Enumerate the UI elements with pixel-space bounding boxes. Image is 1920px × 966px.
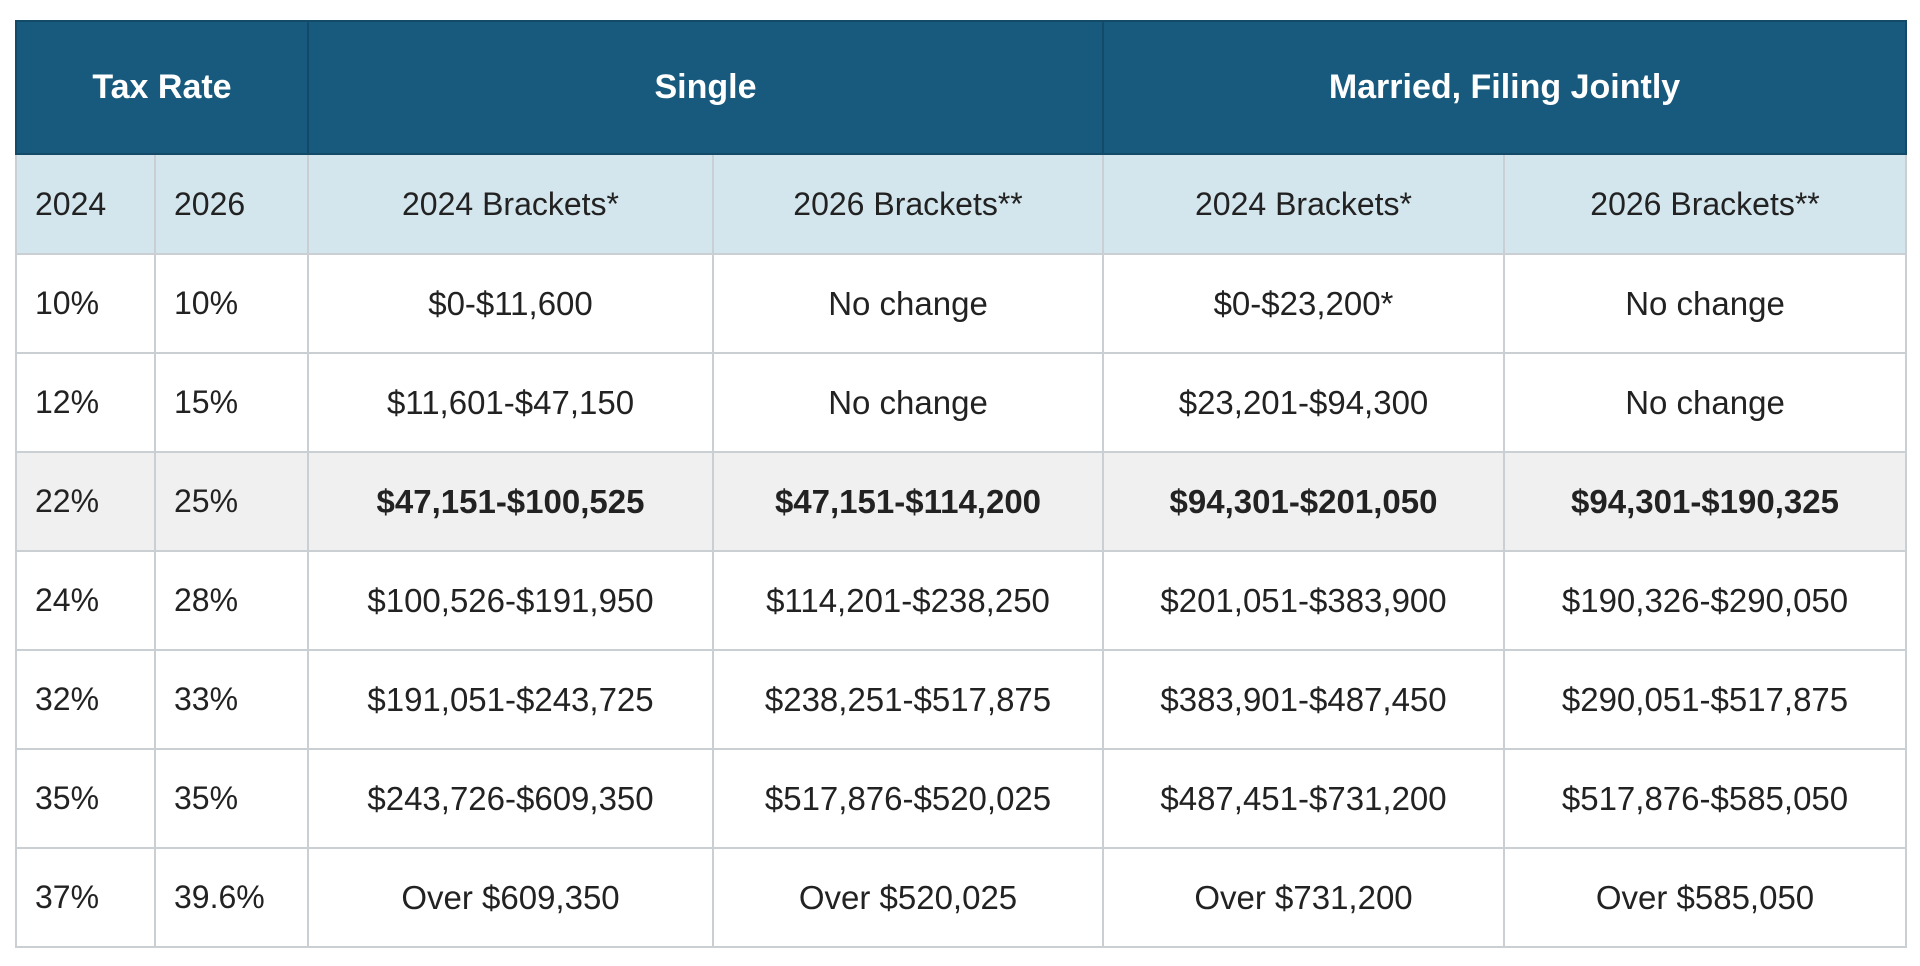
married-2026-bracket-cell: $517,876-$585,050 xyxy=(1503,748,1907,849)
table-row: 24% 28% $100,526-$191,950 $114,201-$238,250… xyxy=(15,550,1907,651)
rate-2026-cell: 39.6% xyxy=(154,847,309,948)
single-2026-bracket-cell: No change xyxy=(712,253,1104,354)
column-header-married-2026-brackets: 2026 Brackets** xyxy=(1503,153,1907,255)
married-2024-bracket-cell: $487,451-$731,200 xyxy=(1102,748,1505,849)
single-2024-bracket-cell: $0-$11,600 xyxy=(307,253,714,354)
single-2026-bracket-cell: Over $520,025 xyxy=(712,847,1104,948)
rate-2024-cell: 24% xyxy=(15,550,156,651)
rate-2026-cell: 28% xyxy=(154,550,309,651)
married-2026-bracket-cell: $290,051-$517,875 xyxy=(1503,649,1907,750)
single-2026-bracket-cell: $47,151-$114,200 xyxy=(712,451,1104,552)
married-2024-bracket-cell: $94,301-$201,050 xyxy=(1102,451,1505,552)
group-header-row: Tax Rate Single Married, Filing Jointly xyxy=(15,20,1907,155)
single-2026-bracket-cell: $238,251-$517,875 xyxy=(712,649,1104,750)
tax-bracket-table-container: Tax Rate Single Married, Filing Jointly … xyxy=(15,20,1907,948)
table-row: 12% 15% $11,601-$47,150 No change $23,201-$9… xyxy=(15,352,1907,453)
married-filing-jointly-header: Married, Filing Jointly xyxy=(1102,20,1907,155)
married-2026-bracket-cell: $190,326-$290,050 xyxy=(1503,550,1907,651)
rate-2026-cell: 35% xyxy=(154,748,309,849)
table-row: 35% 35% $243,726-$609,350 $517,876-$520,025… xyxy=(15,748,1907,849)
rate-2026-cell: 33% xyxy=(154,649,309,750)
single-2024-bracket-cell: $47,151-$100,525 xyxy=(307,451,714,552)
single-2024-bracket-cell: $243,726-$609,350 xyxy=(307,748,714,849)
column-header-2026-rate: 2026 xyxy=(154,153,309,255)
rate-2024-cell: 37% xyxy=(15,847,156,948)
rate-2024-cell: 32% xyxy=(15,649,156,750)
married-2024-bracket-cell: $23,201-$94,300 xyxy=(1102,352,1505,453)
table-row: 37% 39.6% Over $609,350 Over $520,025 Over $… xyxy=(15,847,1907,948)
single-2026-bracket-cell: No change xyxy=(712,352,1104,453)
table-row: 22% 25% $47,151-$100,525 $47,151-$114,200 $9… xyxy=(15,451,1907,552)
single-2024-bracket-cell: $100,526-$191,950 xyxy=(307,550,714,651)
column-header-married-2024-brackets: 2024 Brackets* xyxy=(1102,153,1505,255)
tax-rate-header: Tax Rate xyxy=(15,20,309,155)
single-header: Single xyxy=(307,20,1104,155)
rate-2024-cell: 22% xyxy=(15,451,156,552)
married-2026-bracket-cell: No change xyxy=(1503,352,1907,453)
married-2024-bracket-cell: Over $731,200 xyxy=(1102,847,1505,948)
tax-bracket-table: Tax Rate Single Married, Filing Jointly … xyxy=(15,20,1907,948)
column-header-row: 2024 2026 2024 Brackets* 2026 Brackets**… xyxy=(15,153,1907,255)
table-body: 10% 10% $0-$11,600 No change $0-$23,200* No c… xyxy=(15,253,1907,948)
column-header-single-2024-brackets: 2024 Brackets* xyxy=(307,153,714,255)
rate-2024-cell: 12% xyxy=(15,352,156,453)
rate-2026-cell: 15% xyxy=(154,352,309,453)
table-row: 10% 10% $0-$11,600 No change $0-$23,200* No c… xyxy=(15,253,1907,354)
rate-2024-cell: 35% xyxy=(15,748,156,849)
married-2024-bracket-cell: $383,901-$487,450 xyxy=(1102,649,1505,750)
single-2024-bracket-cell: Over $609,350 xyxy=(307,847,714,948)
single-2026-bracket-cell: $114,201-$238,250 xyxy=(712,550,1104,651)
married-2026-bracket-cell: Over $585,050 xyxy=(1503,847,1907,948)
rate-2024-cell: 10% xyxy=(15,253,156,354)
single-2024-bracket-cell: $191,051-$243,725 xyxy=(307,649,714,750)
rate-2026-cell: 25% xyxy=(154,451,309,552)
table-row: 32% 33% $191,051-$243,725 $238,251-$517,875… xyxy=(15,649,1907,750)
married-2024-bracket-cell: $0-$23,200* xyxy=(1102,253,1505,354)
column-header-single-2026-brackets: 2026 Brackets** xyxy=(712,153,1104,255)
married-2026-bracket-cell: $94,301-$190,325 xyxy=(1503,451,1907,552)
married-2026-bracket-cell: No change xyxy=(1503,253,1907,354)
single-2026-bracket-cell: $517,876-$520,025 xyxy=(712,748,1104,849)
column-header-2024-rate: 2024 xyxy=(15,153,156,255)
rate-2026-cell: 10% xyxy=(154,253,309,354)
single-2024-bracket-cell: $11,601-$47,150 xyxy=(307,352,714,453)
married-2024-bracket-cell: $201,051-$383,900 xyxy=(1102,550,1505,651)
